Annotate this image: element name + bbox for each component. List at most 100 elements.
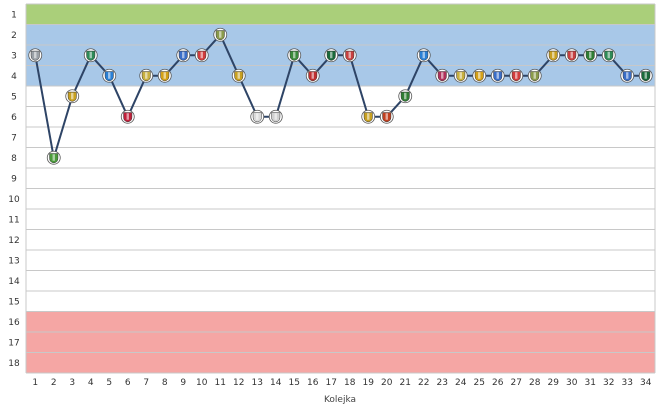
- zone-band: [26, 4, 655, 25]
- point-badge-stripe: [219, 31, 222, 38]
- data-point: [342, 48, 357, 63]
- point-badge-stripe: [145, 72, 148, 79]
- x-tick-label: 34: [640, 378, 652, 388]
- x-tick-label: 17: [326, 378, 337, 388]
- point-badge-stripe: [200, 51, 203, 59]
- data-point: [583, 48, 598, 63]
- x-tick-label: 24: [455, 378, 467, 388]
- point-badge-stripe: [34, 51, 37, 59]
- point-badge-stripe: [644, 72, 647, 79]
- point-badge-stripe: [404, 92, 407, 100]
- point-badge-stripe: [441, 72, 444, 79]
- x-tick-label: 16: [307, 378, 319, 388]
- zone-band: [26, 311, 655, 373]
- y-tick-label: 9: [11, 174, 17, 184]
- x-tick-label: 6: [125, 378, 131, 388]
- point-badge-stripe: [89, 51, 92, 59]
- data-point: [361, 109, 376, 124]
- data-point: [509, 68, 524, 83]
- point-badge-stripe: [478, 72, 481, 79]
- x-tick-label: 14: [270, 378, 282, 388]
- data-point: [416, 48, 431, 63]
- data-point: [546, 48, 561, 63]
- data-point: [601, 48, 616, 63]
- x-tick-label: 20: [381, 378, 393, 388]
- x-tick-label: 10: [196, 378, 208, 388]
- point-badge-stripe: [367, 113, 370, 120]
- point-badge-stripe: [385, 113, 388, 120]
- point-badge-stripe: [552, 51, 555, 59]
- x-tick-label: 9: [180, 378, 186, 388]
- point-badge-stripe: [626, 72, 629, 79]
- y-tick-label: 4: [11, 72, 17, 82]
- x-tick-label: 11: [215, 378, 226, 388]
- x-tick-label: 7: [143, 378, 149, 388]
- point-badge-stripe: [589, 51, 592, 59]
- x-tick-label: 31: [585, 378, 596, 388]
- data-point: [139, 68, 154, 83]
- point-badge-stripe: [348, 51, 351, 59]
- point-badge-stripe: [330, 51, 333, 59]
- data-point: [638, 68, 653, 83]
- point-badge-stripe: [108, 72, 111, 79]
- point-badge-stripe: [533, 72, 536, 79]
- data-point: [102, 68, 117, 83]
- data-point: [305, 68, 320, 83]
- point-badge-stripe: [459, 72, 462, 79]
- x-tick-label: 4: [88, 378, 94, 388]
- data-point: [564, 48, 579, 63]
- point-badge-stripe: [496, 72, 499, 79]
- y-tick-label: 16: [8, 318, 20, 328]
- y-tick-label: 17: [8, 338, 19, 348]
- data-point: [194, 48, 209, 63]
- y-tick-label: 12: [8, 236, 19, 246]
- x-tick-label: 33: [622, 378, 633, 388]
- point-badge-stripe: [163, 72, 166, 79]
- point-badge-stripe: [515, 72, 518, 79]
- series-line: [34, 33, 646, 159]
- y-tick-label: 1: [11, 10, 17, 20]
- data-point: [157, 68, 172, 83]
- point-badge-stripe: [570, 51, 573, 59]
- x-tick-label: 5: [106, 378, 112, 388]
- x-tick-label: 22: [418, 378, 429, 388]
- x-tick-label: 2: [51, 378, 57, 388]
- data-point: [65, 89, 80, 104]
- data-point: [46, 150, 61, 165]
- data-point: [120, 109, 135, 124]
- point-badge-stripe: [182, 51, 185, 59]
- x-tick-labels: 1 2 3 4 5 6 7 8 9 10 11 12 13 14 15 16 17 18 19 20 21 22 23 24 2…: [32, 378, 651, 388]
- x-tick-label: 1: [32, 378, 38, 388]
- y-tick-label: 13: [8, 256, 19, 266]
- y-tick-label: 15: [8, 297, 19, 307]
- point-badge-stripe: [71, 92, 74, 100]
- data-point: [28, 48, 43, 63]
- x-tick-label: 25: [474, 378, 485, 388]
- data-point: [324, 48, 339, 63]
- data-point: [620, 68, 635, 83]
- data-point: [83, 48, 98, 63]
- data-point: [398, 89, 413, 104]
- data-point: [231, 68, 246, 83]
- x-tick-label: 12: [233, 378, 244, 388]
- x-tick-label: 27: [511, 378, 522, 388]
- data-point: [527, 68, 542, 83]
- data-point: [435, 68, 450, 83]
- data-point: [213, 27, 228, 42]
- point-badge-stripe: [256, 113, 259, 120]
- y-tick-label: 8: [11, 154, 17, 164]
- point-badge-stripe: [422, 51, 425, 59]
- y-tick-label: 11: [8, 215, 19, 225]
- x-tick-label: 28: [529, 378, 541, 388]
- point-badge-stripe: [126, 113, 129, 120]
- x-tick-label: 18: [344, 378, 356, 388]
- data-point: [250, 109, 265, 124]
- point-badge-stripe: [274, 113, 277, 120]
- grid-lines: [25, 3, 656, 374]
- x-tick-label: 23: [437, 378, 448, 388]
- data-point: [287, 48, 302, 63]
- x-tick-label: 19: [363, 378, 375, 388]
- x-axis-title: Kolejka: [324, 395, 356, 405]
